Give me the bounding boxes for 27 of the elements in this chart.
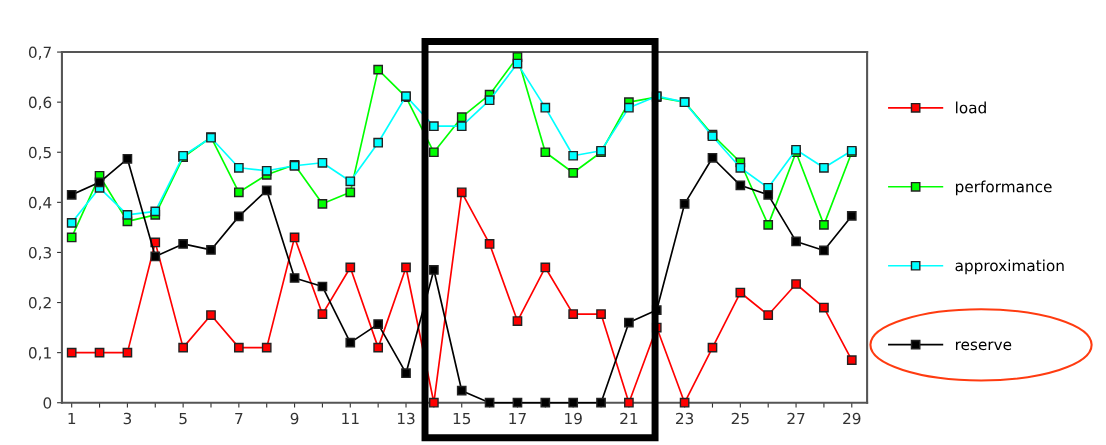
x-tick-label: 13 [397, 412, 415, 425]
legend-label: reserve [955, 341, 1012, 351]
x-tick-label: 3 [123, 412, 132, 425]
x-tick-label: 7 [235, 412, 243, 425]
y-tick-label: 0,7 [28, 46, 51, 60]
x-tick-label: 29 [843, 412, 861, 425]
y-tick-label: 0,2 [28, 297, 51, 311]
x-tick-label: 27 [787, 412, 805, 425]
y-tick-label: 0 [43, 397, 52, 409]
x-tick-label: 21 [620, 412, 638, 425]
y-tick-label: 0,1 [28, 347, 51, 361]
x-tick-label: 19 [565, 412, 582, 425]
y-tick-label: 0,5 [28, 146, 51, 160]
y-tick-label: 0,3 [28, 246, 51, 261]
x-tick-label: 11 [342, 412, 359, 425]
legend-label: load [956, 101, 986, 114]
x-tick-label: 25 [731, 412, 749, 425]
x-tick-label: 1 [68, 412, 76, 425]
x-tick-label: 17 [509, 412, 526, 425]
y-tick-label: 0,4 [28, 196, 52, 210]
y-tick-label: 0,6 [28, 96, 52, 110]
legend-label: approximation [955, 259, 1064, 275]
x-tick-label: 5 [179, 412, 187, 425]
legend-label: performance [955, 180, 1052, 196]
x-tick-label: 9 [290, 412, 299, 425]
x-tick-label: 15 [453, 412, 471, 425]
x-tick-label: 23 [676, 412, 694, 425]
